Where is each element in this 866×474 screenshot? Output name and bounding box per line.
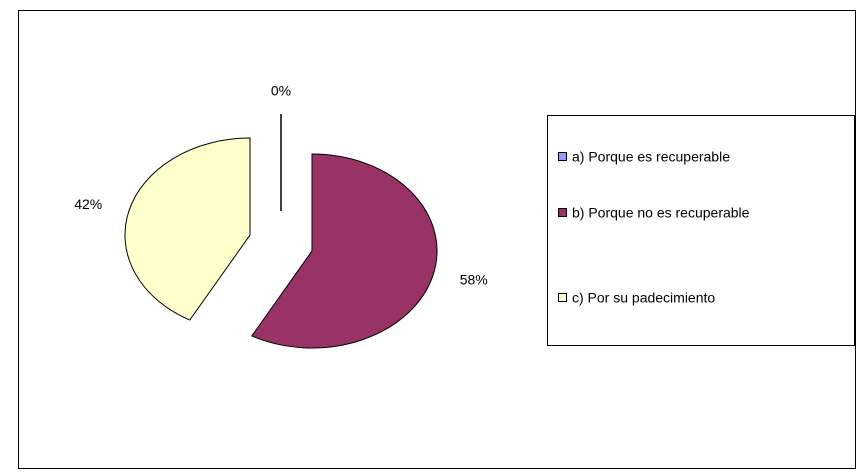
pie-slice — [124, 137, 251, 321]
pie-slice — [251, 153, 438, 349]
data-label: 42% — [74, 196, 102, 212]
legend-swatch — [558, 152, 567, 161]
legend-label: b) Porque no es recuperable — [572, 205, 750, 221]
legend-swatch — [558, 208, 567, 217]
legend-swatch — [558, 293, 567, 302]
legend-label: c) Por su padecimiento — [572, 290, 715, 306]
legend-box — [547, 115, 855, 346]
data-label: 0% — [271, 83, 291, 99]
data-label: 58% — [460, 271, 488, 287]
legend-label: a) Porque es recuperable — [572, 149, 730, 165]
